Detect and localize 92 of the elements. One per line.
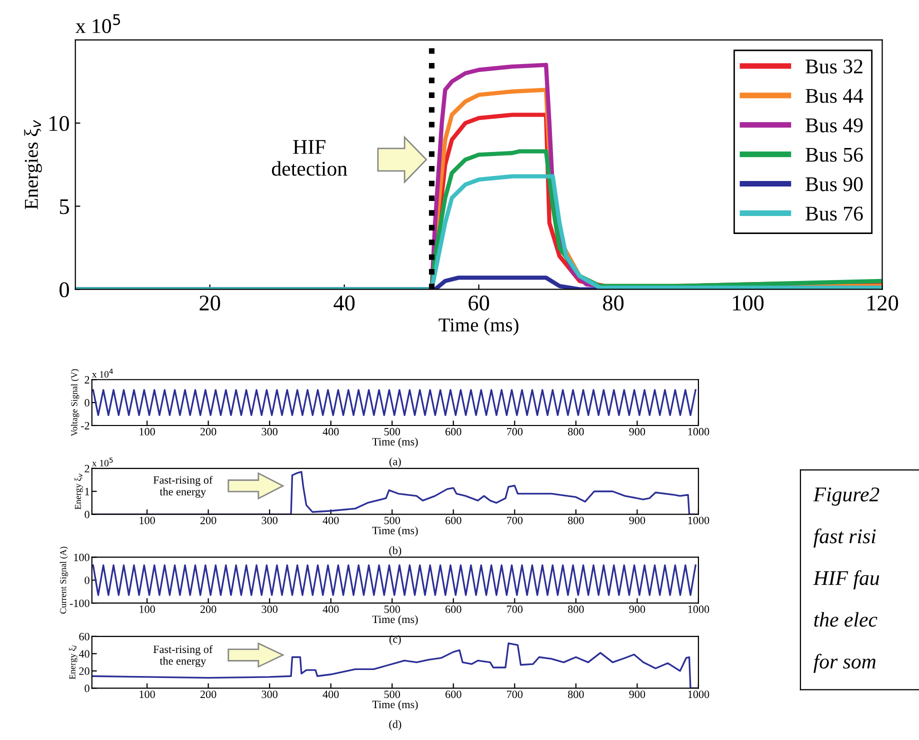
x-tick-label: 900 bbox=[629, 516, 646, 524]
x-tick-label: 500 bbox=[384, 428, 400, 436]
y-tick-label: 0 bbox=[84, 399, 90, 407]
y-tick-label: 10 bbox=[50, 116, 69, 132]
x-tick-label: 600 bbox=[446, 606, 462, 614]
x-tick-label: 400 bbox=[322, 606, 339, 614]
x-tick-label: 80 bbox=[603, 296, 624, 311]
x-tick-label: 1000 bbox=[688, 690, 710, 698]
x-tick-label: 300 bbox=[262, 516, 278, 524]
x-tick-label: 400 bbox=[322, 428, 339, 436]
x-tick-label: 800 bbox=[568, 606, 584, 614]
y-tick-label: 2 bbox=[84, 376, 90, 384]
x-tick-label: 120 bbox=[868, 296, 898, 311]
x-tick-label: 900 bbox=[629, 606, 646, 614]
x-tick-label: 500 bbox=[384, 690, 400, 698]
y-tick-label: 60 bbox=[79, 632, 90, 640]
x-tick-label: 100 bbox=[733, 296, 764, 311]
x-tick-label: 200 bbox=[200, 516, 216, 524]
legend-label: Bus 90 bbox=[806, 177, 863, 192]
x-tick-label: 700 bbox=[507, 428, 523, 436]
x-tick-label: 200 bbox=[200, 428, 216, 436]
y-axis-title: Voltage Signal (V) bbox=[70, 369, 80, 436]
x-tick-label: 300 bbox=[262, 690, 278, 698]
text: (a) bbox=[389, 457, 401, 468]
x-axis-title: Time (ms) bbox=[372, 438, 418, 448]
annotation: Fast-rising of the energy bbox=[153, 476, 213, 498]
legend-label: Bus 44 bbox=[806, 89, 864, 103]
x-tick-label: 200 bbox=[200, 690, 216, 698]
y-tick-label: 0 bbox=[84, 576, 90, 584]
legend-label: Bus 76 bbox=[806, 206, 863, 221]
y-tick-label: 20 bbox=[79, 667, 90, 675]
x-tick-label: 100 bbox=[140, 690, 155, 698]
text: fast risi bbox=[814, 528, 876, 548]
x-tick-label: 200 bbox=[200, 606, 216, 614]
x-tick-label: 900 bbox=[629, 690, 646, 698]
x-axis-title: Time (ms) bbox=[372, 526, 418, 537]
x-tick-label: 600 bbox=[446, 516, 462, 524]
x-tick-label: 300 bbox=[262, 428, 278, 436]
x-tick-label: 1000 bbox=[688, 428, 710, 436]
x-tick-label: 1000 bbox=[688, 516, 710, 524]
x-tick-label: 700 bbox=[507, 606, 523, 614]
y-tick-label: -2 bbox=[80, 422, 90, 430]
y-axis-title: Current Signal (A) bbox=[60, 546, 68, 614]
x-tick-label: 600 bbox=[446, 428, 462, 436]
text: x 10$^{5}$ bbox=[92, 458, 113, 466]
x-tick-label: 800 bbox=[568, 690, 584, 698]
text: the elec bbox=[814, 612, 878, 627]
x-tick-label: 400 bbox=[322, 516, 339, 524]
x-tick-label: 100 bbox=[140, 428, 155, 436]
y-tick-label: 1 bbox=[85, 488, 90, 496]
x-tick-label: 500 bbox=[384, 606, 400, 614]
y-tick-label: 2 bbox=[84, 464, 90, 472]
x-axis-title: Time (ms) bbox=[438, 318, 518, 336]
legend-label: Bus 56 bbox=[806, 148, 863, 162]
annotation: HIF detection bbox=[272, 140, 348, 176]
x-tick-label: 60 bbox=[468, 296, 490, 311]
x-tick-label: 1000 bbox=[688, 606, 710, 614]
x-tick-label: 800 bbox=[568, 516, 584, 524]
x-tick-label: 600 bbox=[446, 690, 462, 698]
y-tick-label: 0 bbox=[84, 510, 90, 518]
x-tick-label: 500 bbox=[384, 516, 400, 524]
x-tick-label: 300 bbox=[262, 606, 278, 614]
y-tick-label: -100 bbox=[70, 600, 90, 608]
x-tick-label: 20 bbox=[200, 296, 220, 311]
y-axis-title: Energy ξ$_{v}$ bbox=[74, 473, 83, 510]
y-tick-label: 40 bbox=[78, 650, 90, 658]
x-tick-label: 700 bbox=[507, 516, 523, 524]
x-tick-label: 800 bbox=[568, 428, 584, 436]
legend-label: Bus 49 bbox=[806, 118, 863, 132]
y-tick-label: 0 bbox=[84, 684, 90, 692]
text: (b) bbox=[389, 546, 402, 556]
text: x 10$^{4}$ bbox=[92, 368, 113, 378]
x-tick-label: 100 bbox=[140, 516, 155, 524]
x-axis-title: Time (ms) bbox=[372, 700, 418, 710]
x-tick-label: 400 bbox=[322, 690, 339, 698]
legend-label: Bus 32 bbox=[806, 60, 862, 74]
y-tick-label: 100 bbox=[74, 554, 90, 562]
y-tick-label: 5 bbox=[60, 199, 69, 214]
x-tick-label: 40 bbox=[334, 296, 355, 311]
text: x 10$^{5}$ bbox=[76, 14, 120, 34]
x-tick-label: 700 bbox=[507, 690, 523, 698]
y-axis-title: Energies ξ$_{v}$ bbox=[24, 120, 42, 210]
annotation: Fast-rising of the energy bbox=[153, 645, 213, 668]
y-tick-label: 0 bbox=[60, 282, 69, 298]
text: (d) bbox=[389, 720, 402, 730]
x-tick-label: 100 bbox=[140, 606, 155, 614]
x-axis-title: Time (ms) bbox=[372, 615, 418, 626]
y-axis-title: Energy ξ$_{i}$ bbox=[69, 645, 78, 680]
text: for som bbox=[814, 654, 876, 673]
caption: Figure2 bbox=[813, 487, 880, 506]
text: HIF fau bbox=[813, 570, 880, 590]
x-tick-label: 900 bbox=[629, 428, 646, 436]
